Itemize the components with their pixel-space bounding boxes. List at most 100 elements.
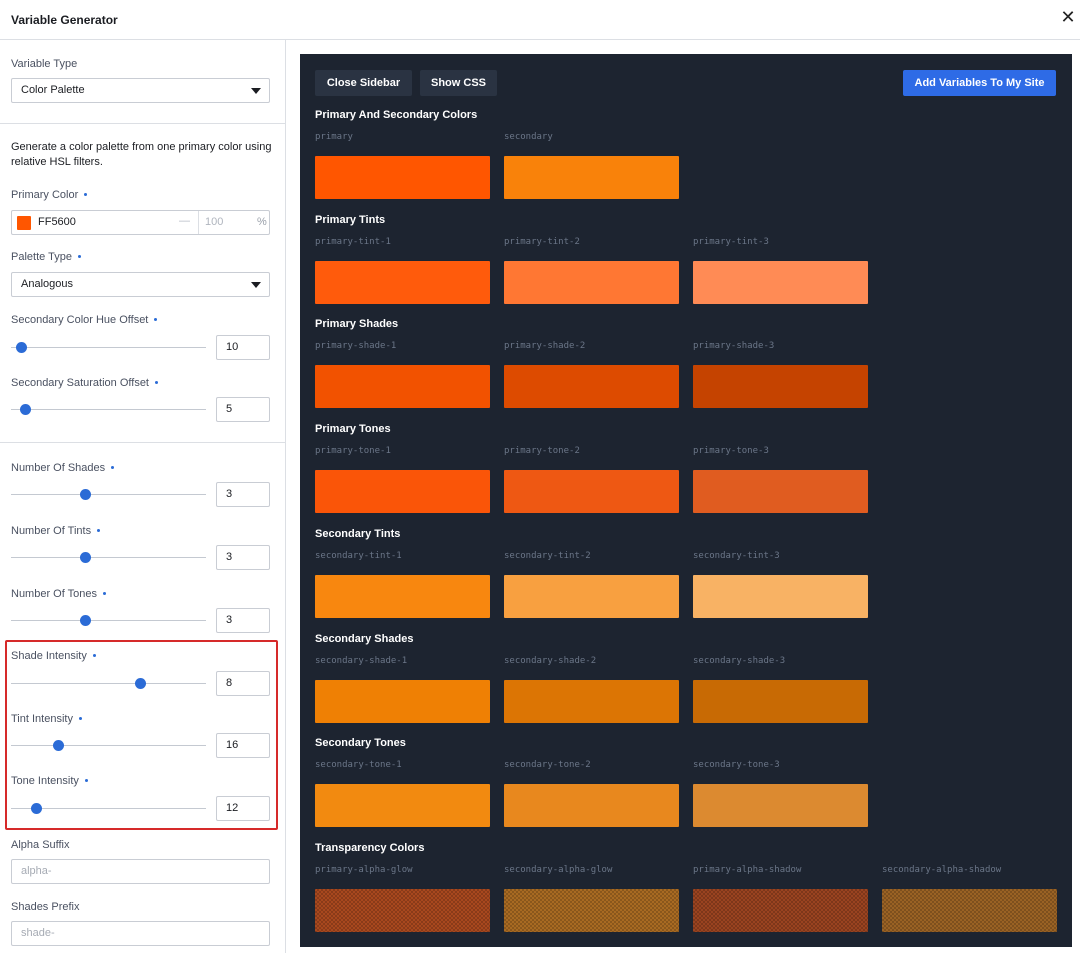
shades-count-label: Number Of Shades — [11, 462, 115, 474]
slider-thumb[interactable] — [15, 342, 27, 353]
close-sidebar-button[interactable]: Close Sidebar — [315, 70, 412, 96]
swatch-label: secondary-alpha-shadow — [882, 865, 1002, 875]
color-swatch[interactable] — [504, 575, 679, 618]
variable-type-select[interactable]: Color Palette — [11, 78, 270, 103]
color-swatch[interactable] — [315, 156, 490, 199]
tint-intensity-input[interactable]: 16 — [216, 733, 270, 758]
color-swatch[interactable] — [693, 261, 868, 304]
palette-description: Generate a color palette from one primar… — [11, 141, 272, 168]
slider-thumb[interactable] — [134, 678, 146, 689]
shades-count-input[interactable]: 3 — [216, 482, 270, 507]
primary-color-alpha-input[interactable]: 100 — [205, 216, 224, 228]
saturation-offset-label: Secondary Saturation Offset — [11, 377, 158, 389]
shades-prefix-label: Shades Prefix — [11, 901, 80, 913]
swatch-label: primary-alpha-glow — [315, 865, 413, 875]
dialog-title: Variable Generator — [11, 13, 118, 27]
swatch-label: secondary-shade-1 — [315, 656, 408, 666]
swatch-label: primary-alpha-shadow — [693, 865, 802, 875]
palette-type-label: Palette Type — [11, 251, 81, 263]
color-swatch[interactable] — [504, 365, 679, 408]
swatch-label: primary-tone-2 — [504, 446, 580, 456]
color-swatch[interactable] — [504, 156, 679, 199]
required-dot-icon — [155, 380, 158, 384]
slider-track — [11, 557, 206, 558]
color-swatch[interactable] — [315, 261, 490, 304]
color-swatch[interactable] — [315, 575, 490, 618]
color-swatch-button[interactable] — [17, 216, 31, 230]
color-swatch[interactable] — [693, 365, 868, 408]
swatch-label: secondary-tone-2 — [504, 760, 591, 770]
tint-intensity-label: Tint Intensity — [11, 713, 82, 725]
color-swatch[interactable] — [315, 470, 490, 513]
caret-down-icon — [251, 88, 261, 94]
shade-intensity-label-text: Shade Intensity — [11, 650, 87, 662]
add-variables-button[interactable]: Add Variables To My Site — [903, 70, 1056, 96]
field-separator: — — [179, 215, 190, 227]
tone-intensity-input[interactable]: 12 — [216, 796, 270, 821]
close-icon[interactable]: ✕ — [1060, 7, 1076, 27]
primary-color-label-text: Primary Color — [11, 189, 79, 201]
slider-thumb[interactable] — [80, 552, 92, 563]
saturation-offset-input[interactable]: 5 — [216, 397, 270, 422]
variable-type-value: Color Palette — [21, 84, 85, 96]
tones-count-label: Number Of Tones — [11, 588, 107, 600]
swatch-label: secondary-alpha-glow — [504, 865, 613, 875]
color-swatch[interactable] — [693, 889, 868, 932]
saturation-offset-label-text: Secondary Saturation Offset — [11, 377, 149, 389]
color-swatch[interactable] — [882, 889, 1057, 932]
tint-intensity-slider[interactable] — [11, 739, 206, 753]
slider-thumb[interactable] — [80, 615, 92, 626]
slider-track — [11, 808, 206, 809]
color-swatch[interactable] — [504, 889, 679, 932]
color-swatch[interactable] — [693, 470, 868, 513]
tone-intensity-slider[interactable] — [11, 802, 206, 816]
hue-offset-input[interactable]: 10 — [216, 335, 270, 360]
shades-prefix-input[interactable]: shade- — [11, 921, 270, 946]
swatch-label: secondary-tint-1 — [315, 551, 402, 561]
shade-intensity-label: Shade Intensity — [11, 650, 96, 662]
tints-count-input[interactable]: 3 — [216, 545, 270, 570]
slider-thumb[interactable] — [52, 740, 64, 751]
color-swatch[interactable] — [504, 470, 679, 513]
swatch-label: primary-tint-1 — [315, 237, 391, 247]
color-swatch[interactable] — [693, 575, 868, 618]
primary-color-field[interactable]: FF5600 — 100 % — [11, 210, 270, 235]
slider-thumb[interactable] — [31, 803, 43, 814]
color-swatch[interactable] — [315, 680, 490, 723]
color-swatch[interactable] — [504, 784, 679, 827]
swatch-label: primary-shade-3 — [693, 341, 775, 351]
tints-count-slider[interactable] — [11, 551, 206, 565]
section-title: Primary Tints — [315, 214, 386, 226]
color-swatch[interactable] — [504, 261, 679, 304]
swatch-label: primary-tone-3 — [693, 446, 769, 456]
color-swatch[interactable] — [693, 680, 868, 723]
palette-type-select[interactable]: Analogous — [11, 272, 270, 297]
palette-type-value: Analogous — [21, 278, 73, 290]
palette-type-label-text: Palette Type — [11, 251, 72, 263]
swatch-label: primary-shade-1 — [315, 341, 397, 351]
color-swatch[interactable] — [315, 784, 490, 827]
color-swatch[interactable] — [693, 784, 868, 827]
tones-count-input[interactable]: 3 — [216, 608, 270, 633]
hue-offset-label: Secondary Color Hue Offset — [11, 314, 158, 326]
saturation-offset-slider[interactable] — [11, 403, 206, 417]
section-title: Primary Tones — [315, 423, 391, 435]
tones-count-slider[interactable] — [11, 614, 206, 628]
shades-count-slider[interactable] — [11, 488, 206, 502]
slider-track — [11, 409, 206, 410]
hue-offset-slider[interactable] — [11, 341, 206, 355]
tints-count-label: Number Of Tints — [11, 525, 101, 537]
color-swatch[interactable] — [315, 889, 490, 932]
show-css-button[interactable]: Show CSS — [420, 70, 497, 96]
required-dot-icon — [97, 528, 101, 532]
shade-intensity-input[interactable]: 8 — [216, 671, 270, 696]
slider-thumb[interactable] — [19, 404, 31, 415]
alpha-suffix-input[interactable]: alpha- — [11, 859, 270, 884]
slider-thumb[interactable] — [80, 489, 92, 500]
tones-count-label-text: Number Of Tones — [11, 588, 98, 600]
shade-intensity-slider[interactable] — [11, 677, 206, 691]
primary-color-hex[interactable]: FF5600 — [38, 216, 76, 228]
tint-intensity-label-text: Tint Intensity — [11, 713, 73, 725]
color-swatch[interactable] — [315, 365, 490, 408]
color-swatch[interactable] — [504, 680, 679, 723]
